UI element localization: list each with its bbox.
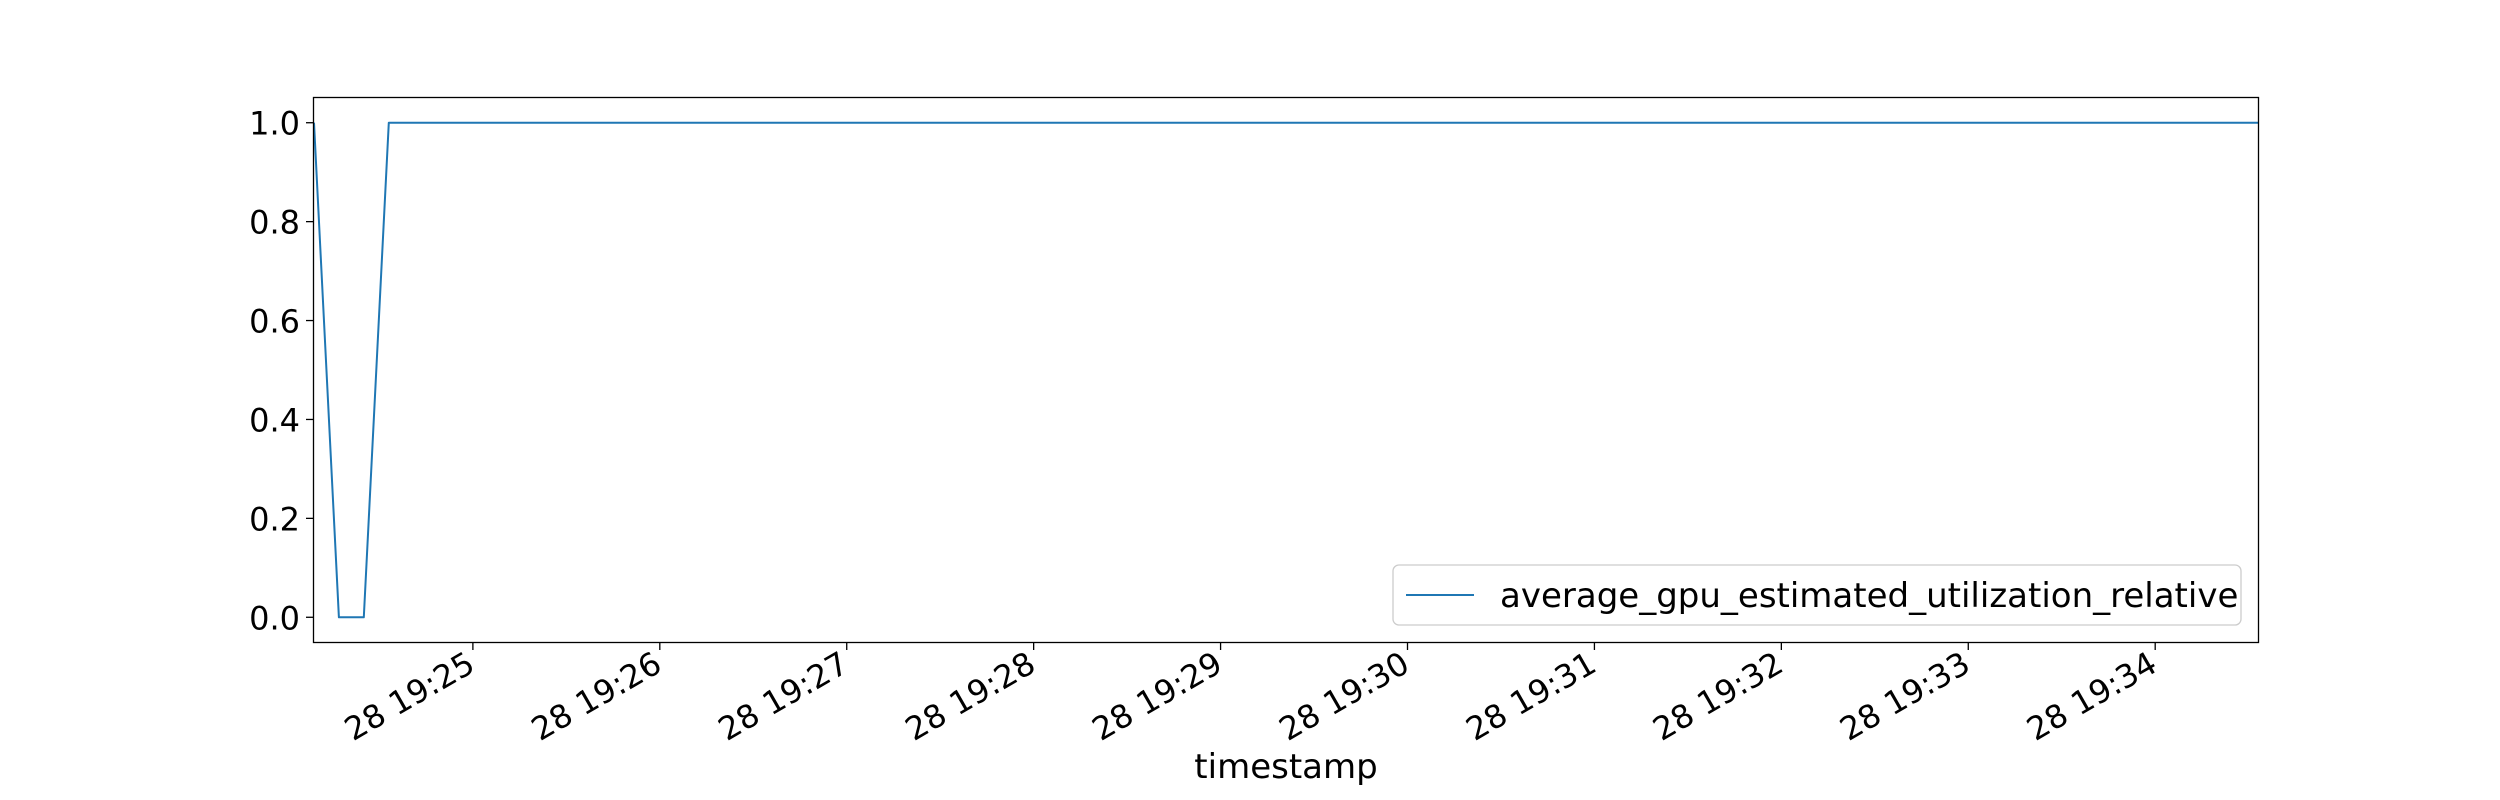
plot-frame bbox=[312, 96, 2260, 644]
x-axis-label: timestamp bbox=[1194, 747, 1377, 787]
y-tick-label: 0.8 bbox=[249, 204, 300, 242]
series-line bbox=[313, 121, 2258, 619]
legend: average_gpu_estimated_utilization_relati… bbox=[1392, 564, 2242, 626]
y-tick-label: 1.0 bbox=[249, 105, 300, 143]
y-tick-label: 0.6 bbox=[249, 303, 300, 341]
series-layer bbox=[313, 121, 2258, 619]
y-tick-label: 0.4 bbox=[249, 401, 300, 439]
legend-box bbox=[1392, 564, 2242, 626]
y-axis-ticks: 0.0 0.2 0.4 0.6 0.8 1.0 bbox=[249, 105, 314, 637]
legend-label: average_gpu_estimated_utilization_relati… bbox=[1500, 576, 2238, 616]
y-tick-label: 0.2 bbox=[249, 500, 300, 538]
y-tick-label: 0.0 bbox=[249, 599, 300, 637]
